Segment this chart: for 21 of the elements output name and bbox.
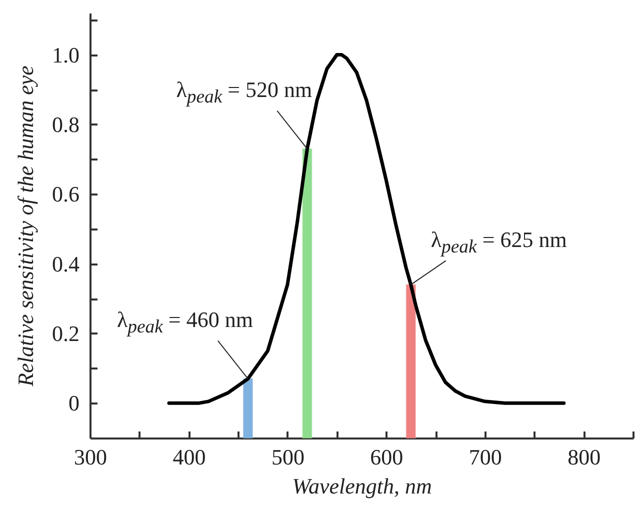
y-tick-label: 0.6 [52,182,80,207]
annotation: λ$_{peak}$ = 460 nm [116,306,253,338]
annotation: λ$_{peak}$ = 625 nm [430,226,567,258]
y-axis-title: Relative sensitivity of the human eye [13,65,38,388]
x-tick-label: 400 [172,444,206,470]
bar [406,284,416,438]
y-tick-label: 0.2 [52,320,80,346]
x-tick-label: 500 [271,444,304,470]
x-tick-label: 800 [568,444,601,470]
y-tick-label: 0.4 [52,251,80,276]
y-tick-label: 1.0 [52,42,80,68]
x-tick-label: 700 [468,444,502,470]
line-series [167,53,566,405]
x-tick-label: 600 [370,444,404,470]
x-tick-label: 300 [74,444,107,470]
bar [302,148,312,438]
bar [242,378,253,438]
x-axis-title: Wavelength, nm [292,474,432,498]
annotation: λ$_{peak}$ = 520 nm [176,76,312,108]
y-tick-label: 0 [68,390,80,416]
y-tick-label: 0.8 [52,112,80,137]
